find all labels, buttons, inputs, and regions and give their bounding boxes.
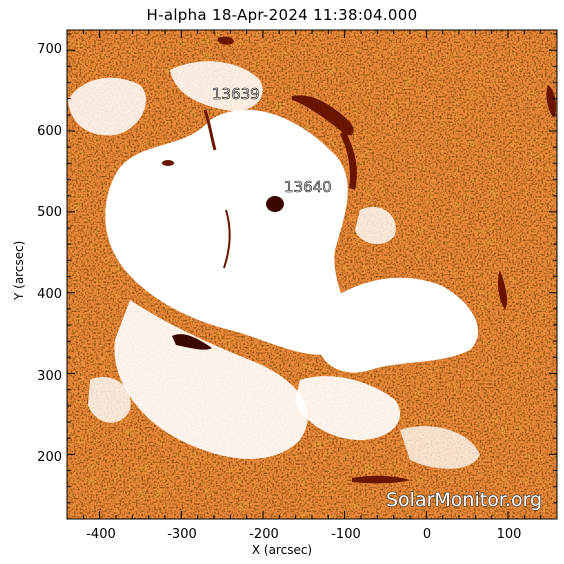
x-tick-label: -400 <box>86 527 116 542</box>
figure-title: H-alpha 18-Apr-2024 11:38:04.000 <box>146 6 418 24</box>
y-tick-label: 700 <box>37 42 62 57</box>
watermark: SolarMonitor.org <box>386 489 542 511</box>
y-tick-label: 600 <box>37 124 62 139</box>
y-tick-label: 400 <box>37 287 62 302</box>
region-label-13640: 13640 <box>284 178 332 196</box>
y-tick-label: 500 <box>37 205 62 220</box>
y-axis-label: Y (arcsec) <box>12 240 26 300</box>
plage-regions <box>68 61 480 469</box>
y-tick-label: 200 <box>37 450 62 465</box>
y-tick-label: 300 <box>37 369 62 384</box>
x-tick-label: -200 <box>249 527 279 542</box>
region-label-13639: 13639 <box>212 85 260 103</box>
x-tick-label: 0 <box>423 527 431 542</box>
x-tick-label: -100 <box>331 527 361 542</box>
solar-image: 13639 13640 SolarMonitor.org <box>67 30 557 519</box>
dark-features <box>162 36 556 484</box>
axis-ticks <box>67 30 558 519</box>
x-axis-label: X (arcsec) <box>251 543 313 557</box>
x-tick-label: -300 <box>167 527 197 542</box>
x-tick-label: 100 <box>497 527 522 542</box>
